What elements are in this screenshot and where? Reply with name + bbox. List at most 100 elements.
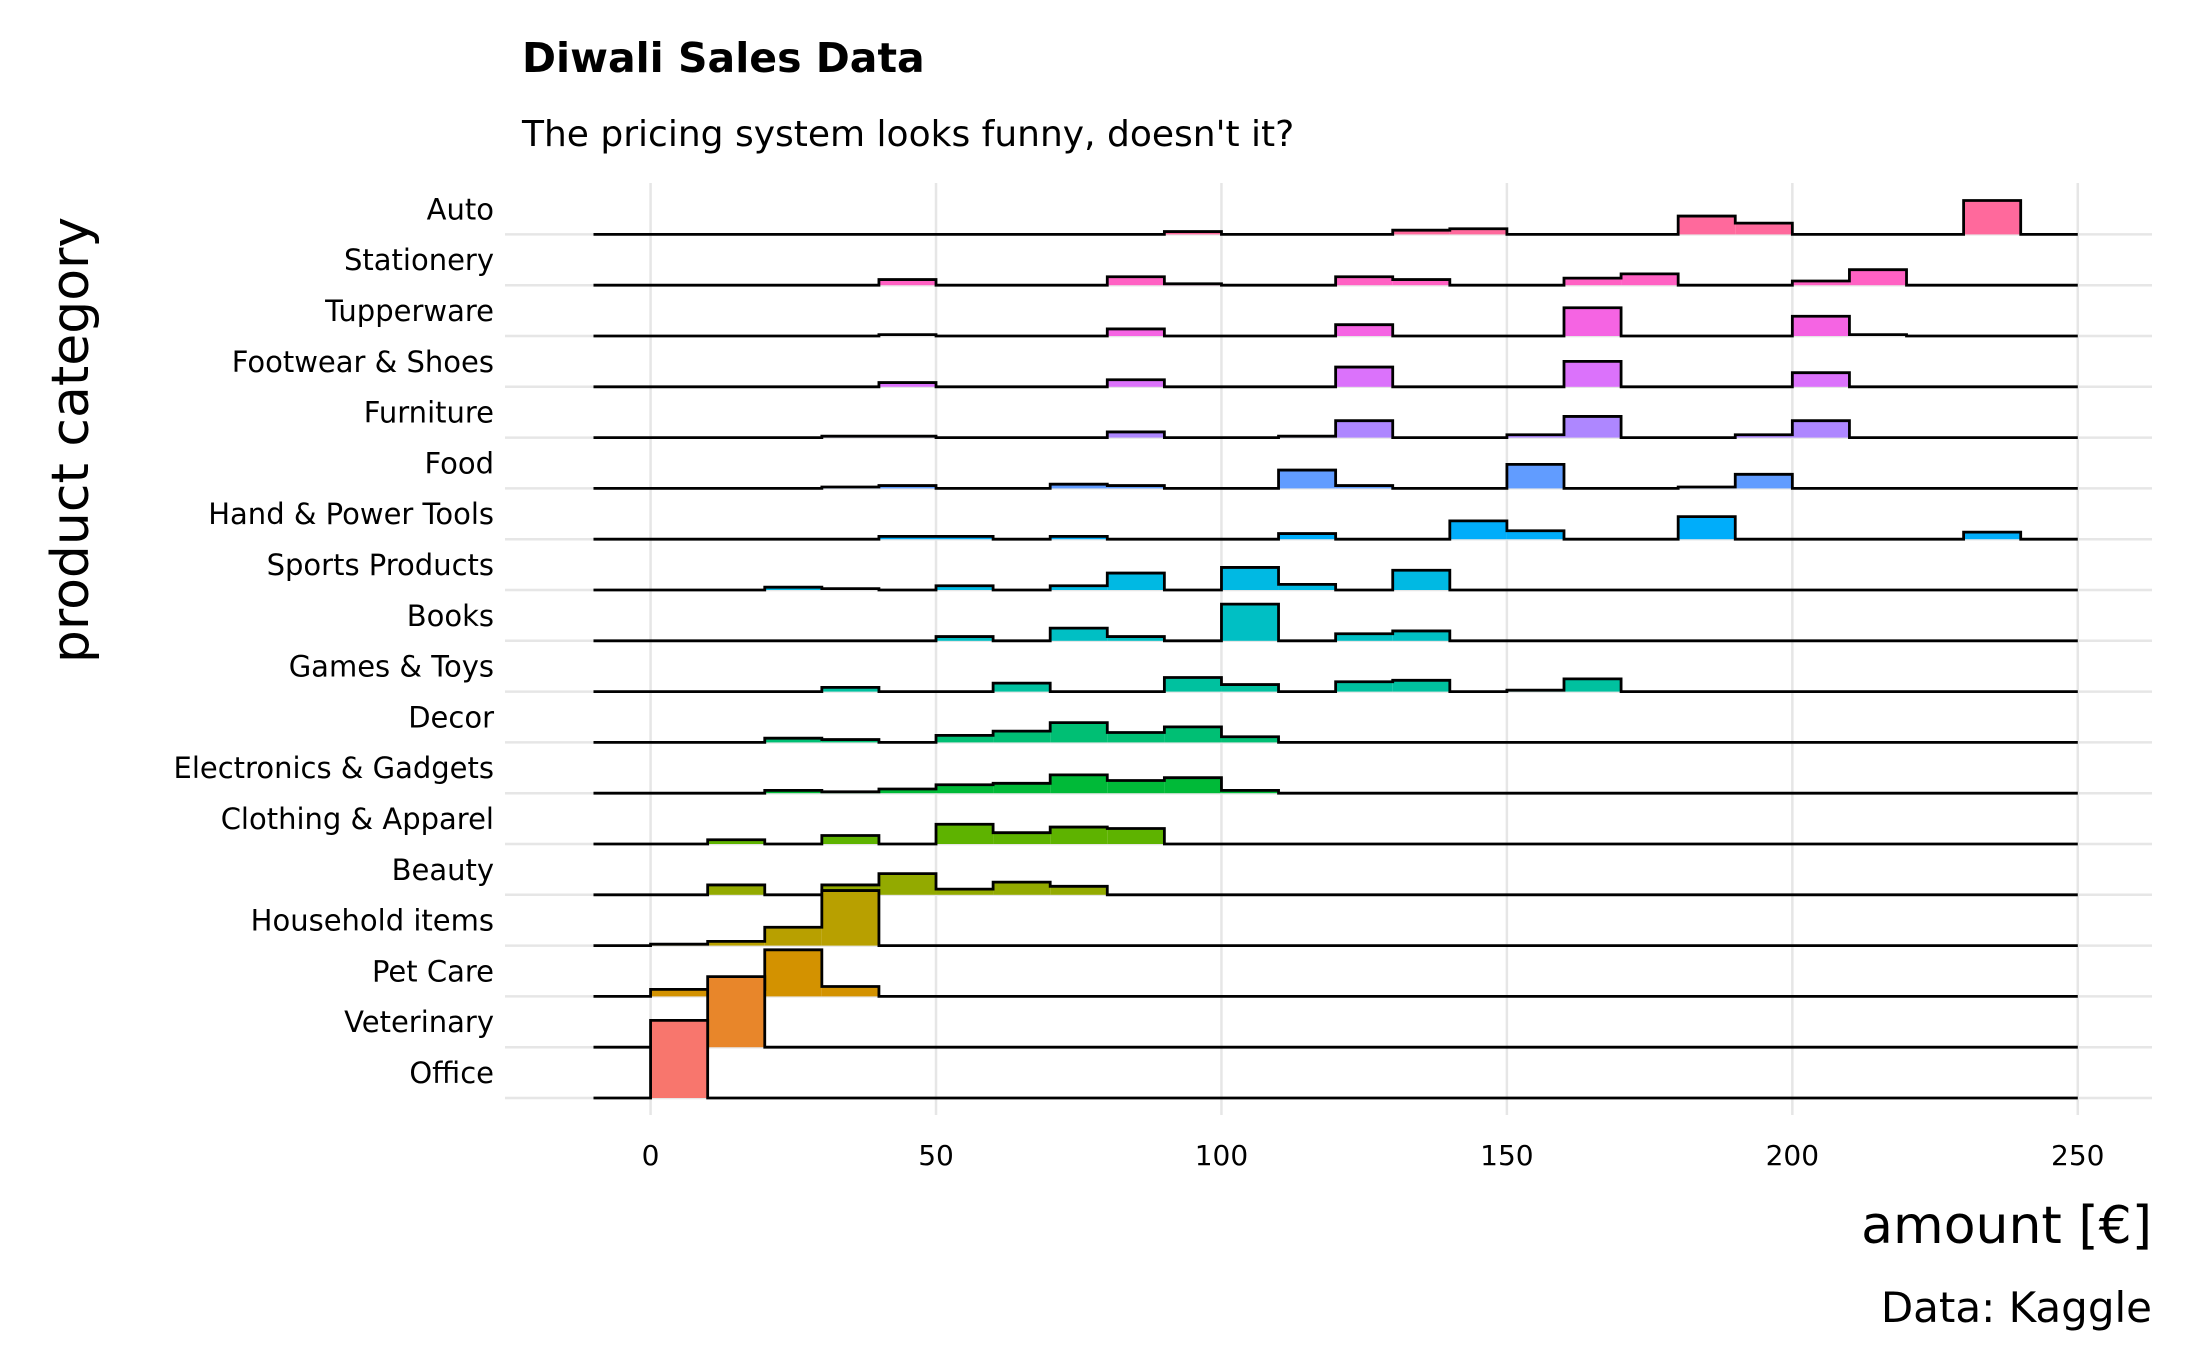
histogram-bar: [821, 986, 879, 997]
histogram-bar: [936, 824, 994, 844]
histogram-bar: [1792, 316, 1850, 336]
histogram-bar: [993, 731, 1051, 743]
ridge-outline: [593, 822, 2078, 846]
ridge: [593, 360, 2078, 389]
histogram-bar: [1221, 736, 1279, 743]
ridge-outline: [593, 889, 2078, 947]
histogram-bar: [1506, 464, 1564, 489]
histogram-bar: [650, 989, 708, 997]
histogram-bar: [993, 882, 1051, 895]
y-tick-label: Furniture: [364, 396, 494, 430]
x-tick-label: 150: [1480, 1139, 1533, 1172]
histogram-bar: [1678, 516, 1736, 540]
histogram-bar: [1392, 279, 1450, 286]
x-tick-label: 0: [642, 1139, 660, 1172]
histogram-bar: [1849, 269, 1907, 286]
histogram-bar: [1278, 584, 1336, 590]
histogram-bar: [1735, 474, 1793, 489]
chart-subtitle: The pricing system looks funny, doesn't …: [521, 114, 1294, 155]
histogram-bar: [1107, 732, 1165, 743]
histogram-bar: [1963, 200, 2021, 235]
y-tick-label: Hand & Power Tools: [208, 497, 494, 531]
histogram-bar: [1563, 307, 1622, 336]
ridge: [593, 602, 2078, 643]
x-tick-label: 50: [918, 1139, 954, 1172]
histogram-bar: [1107, 328, 1165, 336]
histogram-bar: [1164, 777, 1222, 794]
histogram-bar: [1221, 790, 1279, 794]
ridge-outline: [593, 199, 2078, 236]
histogram-bar: [821, 687, 879, 692]
ridge-layer: [593, 199, 2078, 1100]
y-tick-label: Food: [424, 446, 494, 480]
ridge: [593, 773, 2078, 795]
caption: Data: Kaggle: [1881, 1283, 2152, 1332]
histogram-bar: [936, 735, 994, 743]
histogram-bar: [1107, 485, 1165, 489]
x-tick-label: 100: [1195, 1139, 1248, 1172]
chart-title: Diwali Sales Data: [522, 34, 925, 82]
histogram-bar: [1050, 886, 1108, 895]
y-tick-label: Beauty: [392, 853, 494, 887]
y-tick-label: Decor: [408, 700, 494, 734]
ridge: [593, 566, 2078, 592]
histogram-bar: [878, 279, 937, 286]
histogram-bar: [1563, 278, 1622, 286]
y-tick-label: Auto: [427, 192, 494, 226]
ridge-outline: [593, 721, 2078, 744]
histogram-bar: [1164, 677, 1222, 692]
histogram-bar: [1107, 828, 1165, 844]
ridge: [593, 975, 2078, 1049]
histogram-bar: [1963, 532, 2021, 540]
histogram-bar: [1506, 530, 1564, 540]
histogram-bar: [1506, 434, 1564, 438]
histogram-bar: [1335, 367, 1393, 387]
y-tick-label: Office: [409, 1056, 494, 1090]
ridge: [593, 948, 2078, 998]
x-axis-title: amount [€]: [1861, 1196, 2152, 1256]
histogram-bar: [1107, 573, 1165, 590]
histogram-bar: [764, 949, 822, 997]
histogram-bar: [764, 587, 822, 590]
histogram-bar: [993, 832, 1051, 844]
ridge: [593, 415, 2078, 439]
y-tick-label: Sports Products: [267, 548, 494, 582]
histogram-bar: [1563, 416, 1622, 438]
histogram-bar: [1107, 431, 1165, 438]
histogram-bar: [1335, 681, 1393, 692]
histogram-bar: [1050, 774, 1108, 794]
ridge-outline: [593, 975, 2078, 1049]
histogram-bar: [650, 1020, 708, 1098]
ridge: [593, 889, 2078, 947]
histogram-bar: [1621, 273, 1679, 286]
ridge-outline: [593, 415, 2078, 439]
ridge: [593, 721, 2078, 744]
histogram-bar: [878, 788, 937, 794]
y-tick-label: Tupperware: [324, 294, 494, 328]
histogram-bar: [764, 738, 822, 743]
histogram-bar: [1335, 276, 1393, 286]
histogram-bar: [1278, 470, 1336, 489]
histogram-bar: [1335, 485, 1393, 489]
histogram-bar: [1392, 680, 1450, 692]
histogram-bar: [993, 783, 1051, 794]
histogram-bar: [1392, 230, 1450, 235]
histogram-bar: [1792, 280, 1850, 286]
ridge: [593, 676, 2078, 693]
histogram-bar: [1107, 379, 1165, 387]
histogram-bar: [1335, 420, 1393, 438]
histogram-bar: [1107, 276, 1165, 286]
histogram-bar: [1392, 570, 1450, 590]
histogram-bar: [1221, 567, 1279, 590]
y-tick-label: Pet Care: [372, 954, 494, 988]
histogram-bar: [1164, 726, 1222, 743]
histogram-bar: [878, 485, 937, 489]
histogram-bar: [1221, 604, 1279, 641]
histogram-bar: [936, 784, 994, 794]
histogram-bar: [821, 835, 879, 844]
y-tick-label: Household items: [251, 904, 494, 938]
ridge-outline: [593, 566, 2078, 592]
histogram-bar: [1050, 722, 1108, 743]
